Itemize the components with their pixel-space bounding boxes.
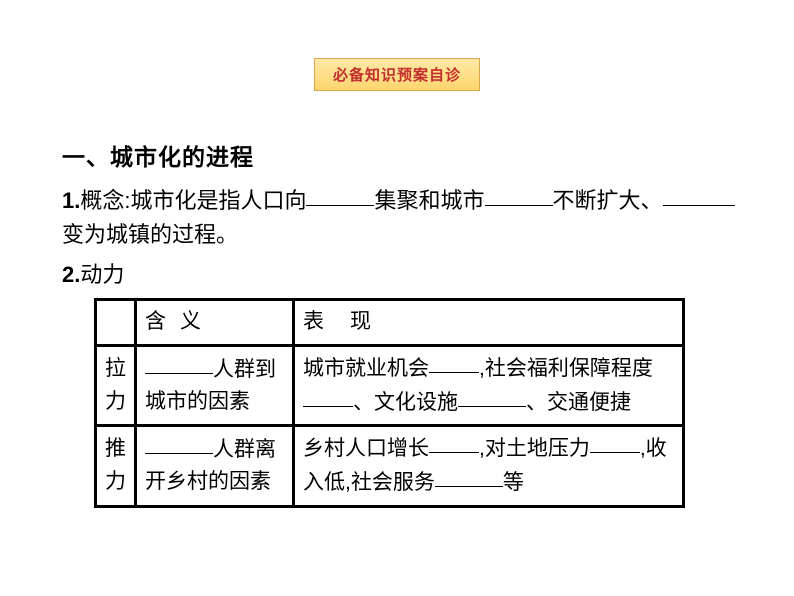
section-heading: 一、城市化的进程: [62, 138, 762, 172]
performance-cell: 城市就业机会 ,社会福利保障程度、文化设施 、交通便捷: [294, 346, 684, 426]
blank-field: [435, 464, 503, 487]
blank-field: [306, 182, 374, 206]
blank-field: [429, 350, 479, 373]
concept-number: 1.: [62, 188, 80, 213]
perf-text: ,社会福利保障程度: [479, 357, 653, 380]
concept-text-3: 不断扩大、: [553, 188, 663, 213]
table-header-performance: 表现: [294, 300, 684, 346]
performance-cell: 乡村人口增长,对土地压力,收入低,社会服务等: [294, 426, 684, 506]
concept-text-2: 集聚和城市: [374, 188, 484, 213]
table-header-empty: [96, 300, 136, 346]
blank-field: [145, 431, 213, 454]
table-row: 拉力 人群到城市的因素 城市就业机会 ,社会福利保障程度、文化设施 、交通便捷: [96, 346, 684, 426]
concept-paragraph: 1.概念:城市化是指人口向 集聚和城市 不断扩大、变为城镇的过程。: [62, 184, 762, 252]
header-badge: 必备知识预案自诊: [314, 58, 480, 91]
perf-text: 乡村人口增长: [303, 437, 429, 460]
concept-text-1: 概念:城市化是指人口向: [80, 188, 306, 213]
dynamics-table: 含义 表现 拉力 人群到城市的因素 城市就业机会 ,社会福利保障程度、文化设施 、交…: [94, 298, 685, 507]
perf-text: 、文化设施: [353, 391, 458, 414]
meaning-cell: 人群到城市的因素: [136, 346, 294, 426]
perf-text: 城市就业机会: [303, 357, 429, 380]
power-number: 2.: [62, 262, 80, 287]
meaning-cell: 人群离开乡村的因素: [136, 426, 294, 506]
blank-field: [458, 384, 526, 407]
blank-field: [485, 182, 553, 206]
table-header-row: 含义 表现: [96, 300, 684, 346]
row-label: 拉力: [96, 346, 136, 426]
perf-text: 、交通便捷: [526, 391, 631, 414]
perf-text: 等: [503, 471, 524, 494]
blank-field: [429, 430, 479, 453]
content-area: 一、城市化的进程 1.概念:城市化是指人口向 集聚和城市 不断扩大、变为城镇的过程。…: [62, 138, 762, 508]
table-header-meaning: 含义: [136, 300, 294, 346]
blank-field: [663, 182, 735, 206]
row-label: 推力: [96, 426, 136, 506]
table-row: 推力 人群离开乡村的因素 乡村人口增长,对土地压力,收入低,社会服务等: [96, 426, 684, 506]
blank-field: [303, 384, 353, 407]
power-text: 动力: [80, 262, 124, 287]
power-label: 2.动力: [62, 258, 762, 292]
blank-field: [145, 351, 213, 374]
perf-text: ,对土地压力: [479, 437, 590, 460]
concept-text-4: 变为城镇的过程。: [62, 222, 238, 247]
blank-field: [590, 430, 640, 453]
